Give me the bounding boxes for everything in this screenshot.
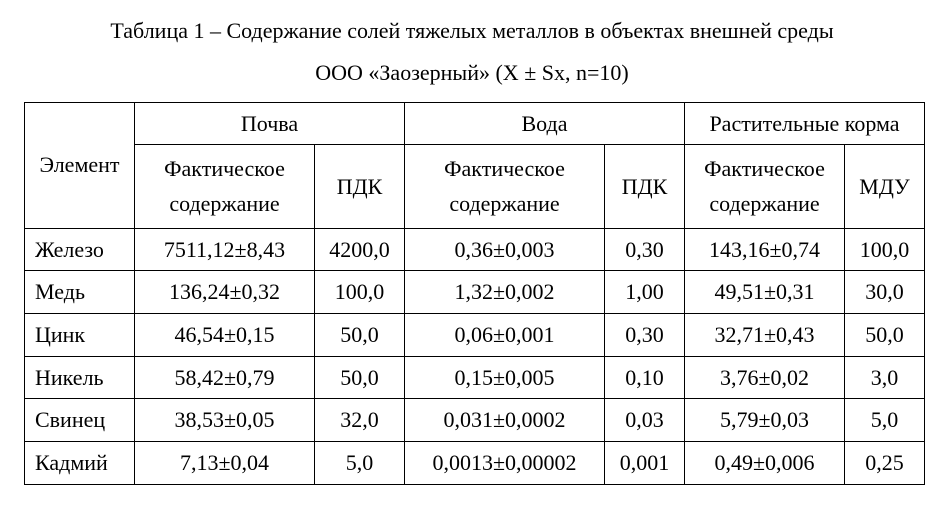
col-group-water: Вода: [405, 102, 685, 145]
cell-feed-actual: 143,16±0,74: [685, 228, 845, 271]
col-group-soil: Почва: [135, 102, 405, 145]
cell-soil-pdk: 4200,0: [315, 228, 405, 271]
heavy-metals-table: Элемент Почва Вода Растительные корма Фа…: [24, 102, 925, 485]
cell-element: Железо: [25, 228, 135, 271]
col-element: Элемент: [25, 102, 135, 228]
table-row: Железо 7511,12±8,43 4200,0 0,36±0,003 0,…: [25, 228, 925, 271]
cell-soil-pdk: 32,0: [315, 399, 405, 442]
cell-water-pdk: 0,30: [605, 314, 685, 357]
cell-element: Кадмий: [25, 442, 135, 485]
cell-element: Медь: [25, 271, 135, 314]
cell-soil-actual: 46,54±0,15: [135, 314, 315, 357]
cell-feed-mdu: 50,0: [845, 314, 925, 357]
header-row-groups: Элемент Почва Вода Растительные корма: [25, 102, 925, 145]
cell-feed-mdu: 5,0: [845, 399, 925, 442]
cell-soil-pdk: 50,0: [315, 314, 405, 357]
cell-water-pdk: 0,03: [605, 399, 685, 442]
table-row: Медь 136,24±0,32 100,0 1,32±0,002 1,00 4…: [25, 271, 925, 314]
cell-element: Никель: [25, 356, 135, 399]
cell-feed-actual: 32,71±0,43: [685, 314, 845, 357]
cell-water-pdk: 0,30: [605, 228, 685, 271]
cell-element: Цинк: [25, 314, 135, 357]
table-row: Цинк 46,54±0,15 50,0 0,06±0,001 0,30 32,…: [25, 314, 925, 357]
cell-feed-mdu: 30,0: [845, 271, 925, 314]
cell-water-actual: 0,06±0,001: [405, 314, 605, 357]
cell-water-actual: 0,15±0,005: [405, 356, 605, 399]
cell-water-actual: 0,0013±0,00002: [405, 442, 605, 485]
cell-soil-actual: 136,24±0,32: [135, 271, 315, 314]
cell-soil-pdk: 50,0: [315, 356, 405, 399]
col-water-actual: Фактическое содержание: [405, 145, 605, 228]
col-feed-mdu: МДУ: [845, 145, 925, 228]
cell-soil-actual: 7,13±0,04: [135, 442, 315, 485]
cell-water-pdk: 0,001: [605, 442, 685, 485]
col-group-feed: Растительные корма: [685, 102, 925, 145]
table-body: Железо 7511,12±8,43 4200,0 0,36±0,003 0,…: [25, 228, 925, 484]
cell-feed-actual: 49,51±0,31: [685, 271, 845, 314]
cell-soil-pdk: 5,0: [315, 442, 405, 485]
cell-soil-actual: 7511,12±8,43: [135, 228, 315, 271]
cell-feed-mdu: 100,0: [845, 228, 925, 271]
table-caption: Таблица 1 – Содержание солей тяжелых мет…: [24, 10, 920, 94]
cell-water-pdk: 0,10: [605, 356, 685, 399]
cell-soil-actual: 38,53±0,05: [135, 399, 315, 442]
caption-line-2: ООО «Заозерный» (X ± Sx, n=10): [315, 60, 629, 85]
table-row: Никель 58,42±0,79 50,0 0,15±0,005 0,10 3…: [25, 356, 925, 399]
cell-feed-actual: 0,49±0,006: [685, 442, 845, 485]
col-feed-actual: Фактическое содержание: [685, 145, 845, 228]
header-row-sub: Фактическое содержание ПДК Фактическое с…: [25, 145, 925, 228]
col-soil-actual: Фактическое содержание: [135, 145, 315, 228]
cell-element: Свинец: [25, 399, 135, 442]
cell-water-pdk: 1,00: [605, 271, 685, 314]
caption-line-1: Таблица 1 – Содержание солей тяжелых мет…: [110, 18, 833, 43]
cell-soil-actual: 58,42±0,79: [135, 356, 315, 399]
cell-water-actual: 0,031±0,0002: [405, 399, 605, 442]
cell-feed-mdu: 0,25: [845, 442, 925, 485]
cell-water-actual: 1,32±0,002: [405, 271, 605, 314]
cell-soil-pdk: 100,0: [315, 271, 405, 314]
col-water-pdk: ПДК: [605, 145, 685, 228]
cell-feed-mdu: 3,0: [845, 356, 925, 399]
cell-feed-actual: 5,79±0,03: [685, 399, 845, 442]
table-row: Свинец 38,53±0,05 32,0 0,031±0,0002 0,03…: [25, 399, 925, 442]
cell-water-actual: 0,36±0,003: [405, 228, 605, 271]
col-soil-pdk: ПДК: [315, 145, 405, 228]
cell-feed-actual: 3,76±0,02: [685, 356, 845, 399]
table-row: Кадмий 7,13±0,04 5,0 0,0013±0,00002 0,00…: [25, 442, 925, 485]
